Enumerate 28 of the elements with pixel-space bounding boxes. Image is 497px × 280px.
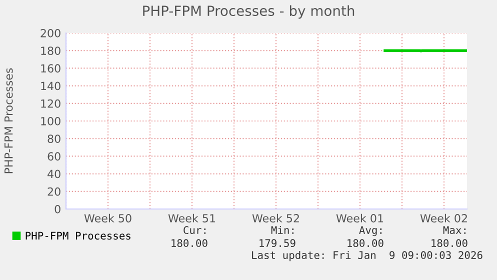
text: 179.59: [260, 239, 296, 248]
y-tick-label: 140: [41, 82, 60, 90]
y-tick-label: 40: [48, 170, 60, 178]
x-tick-label: Week 01: [336, 214, 384, 222]
text: 180.00: [348, 239, 384, 248]
x-tick-label: Week 51: [168, 214, 216, 222]
text: Last update: Fri Jan 9 09:00:03 2026: [252, 250, 482, 262]
y-axis-title: PHP-FPM Processes: [4, 68, 13, 174]
y-tick-label: 100: [41, 116, 60, 126]
y-tick-label: 0: [54, 204, 60, 214]
y-tick-label: 60: [48, 152, 60, 161]
text: 180.00: [172, 239, 208, 248]
y-tick-label: 80: [48, 134, 60, 143]
x-tick-label: Week 52: [252, 214, 299, 222]
text: Cur:: [184, 226, 206, 234]
x-tick-label: Week 02: [420, 214, 467, 222]
text: 180.00: [432, 239, 468, 248]
y-tick-label: 200: [40, 28, 60, 38]
y-tick-label: 180: [41, 46, 60, 55]
y-tick-label: 160: [41, 64, 60, 73]
text: Max:: [443, 226, 466, 234]
legend-label: PHP-FPM Processes: [26, 232, 130, 240]
text: Min:: [271, 226, 294, 234]
y-tick-label: 20: [48, 187, 60, 196]
x-tick-label: Week 50: [84, 214, 132, 222]
chart-title: PHP-FPM Processes - by month: [143, 5, 354, 19]
y-tick-label: 120: [41, 99, 60, 108]
text: Avg:: [359, 226, 382, 236]
